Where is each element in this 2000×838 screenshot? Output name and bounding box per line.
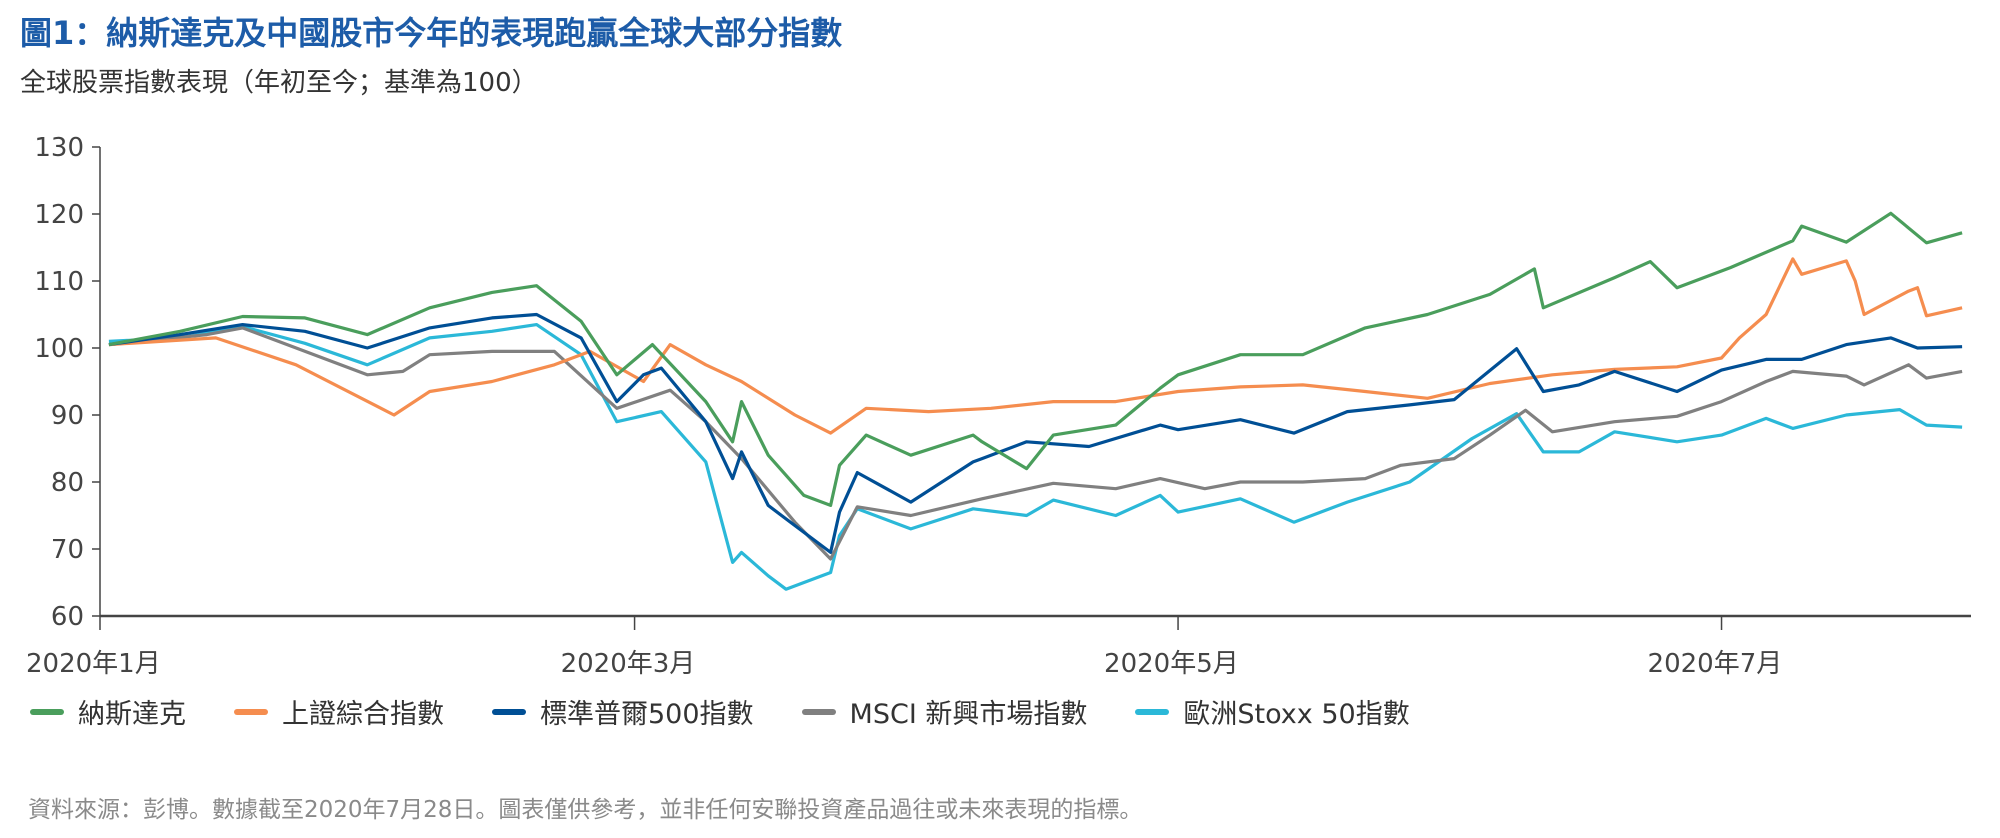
legend-swatch xyxy=(492,708,526,715)
chart-subtitle: 全球股票指數表現（年初至今；基準為100） xyxy=(20,68,538,98)
legend-swatch xyxy=(801,708,836,715)
y-tick-label: 80 xyxy=(51,468,84,498)
legend-swatch xyxy=(234,708,268,715)
series-sp500-line xyxy=(108,312,1963,554)
series-msci-em-line xyxy=(108,326,1963,561)
legend-label: MSCI 新興市場指數 xyxy=(849,699,1088,730)
legend-item-sp500: 標準普爾500指數 xyxy=(492,692,754,731)
legend-label: 上證綜合指數 xyxy=(282,699,444,730)
legend-item-nasdaq: 納斯達克 xyxy=(30,692,186,731)
x-tick-label: 2020年5月 xyxy=(1104,649,1239,679)
y-tick-label: 130 xyxy=(34,133,84,163)
legend-label: 納斯達克 xyxy=(78,699,186,730)
legend: 納斯達克 上證綜合指數 標準普爾500指數 MSCI 新興市場指數 歐洲Stox… xyxy=(30,692,1410,731)
x-tick-label: 2020年7月 xyxy=(1648,649,1783,679)
y-tick-label: 90 xyxy=(51,401,84,431)
y-tick-label: 60 xyxy=(51,602,84,632)
x-tick-label: 2020年1月 xyxy=(26,649,161,679)
legend-item-stoxx50: 歐洲Stoxx 50指數 xyxy=(1135,692,1410,731)
legend-item-shanghai: 上證綜合指數 xyxy=(234,692,444,731)
x-tick-label: 2020年3月 xyxy=(561,649,696,679)
series-stoxx50-line xyxy=(108,323,1963,591)
chart-title: 圖1：納斯達克及中國股市今年的表現跑贏全球大部分指數 xyxy=(20,14,843,52)
y-tick-label: 70 xyxy=(51,535,84,565)
series-shanghai-line xyxy=(108,257,1963,435)
legend-swatch xyxy=(30,708,64,715)
source-note: 資料來源：彭博。數據截至2020年7月28日。圖表僅供參考，並非任何安聯投資產品… xyxy=(28,797,1143,823)
y-tick-label: 120 xyxy=(34,200,84,230)
y-tick-label: 110 xyxy=(34,267,84,297)
legend-item-msci-em: MSCI 新興市場指數 xyxy=(801,692,1088,731)
legend-swatch xyxy=(1135,708,1170,715)
series-nasdaq-line xyxy=(108,211,1963,507)
legend-label: 歐洲Stoxx 50指數 xyxy=(1183,699,1410,730)
y-tick-label: 100 xyxy=(34,334,84,364)
legend-label: 標準普爾500指數 xyxy=(540,699,754,730)
